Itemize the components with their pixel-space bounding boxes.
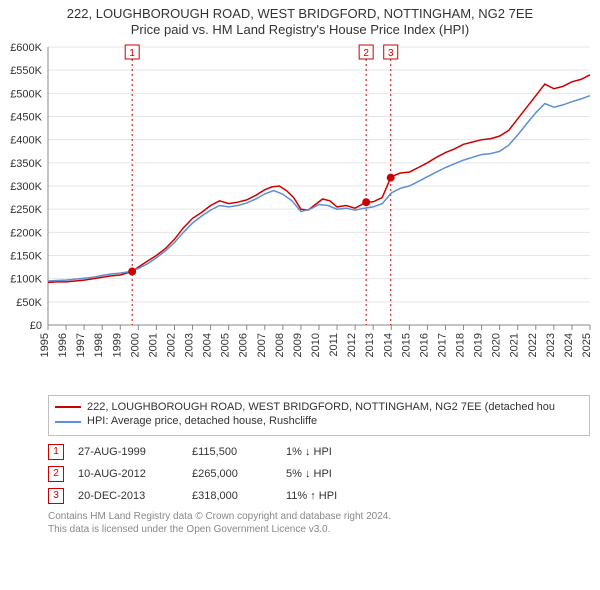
x-tick-label: 2000 bbox=[129, 333, 141, 357]
sale-event-badge: 3 bbox=[48, 488, 64, 504]
footer-line2: This data is licensed under the Open Gov… bbox=[48, 523, 590, 536]
x-tick-label: 2025 bbox=[581, 333, 593, 357]
y-tick-label: £350K bbox=[10, 157, 42, 169]
sale-event-date: 10-AUG-2012 bbox=[78, 468, 178, 480]
x-tick-label: 2011 bbox=[328, 333, 340, 357]
x-tick-label: 2016 bbox=[418, 333, 430, 357]
event-marker-badge-number: 2 bbox=[363, 48, 369, 59]
x-tick-label: 2003 bbox=[184, 333, 196, 357]
x-tick-label: 2008 bbox=[274, 333, 286, 357]
sale-events-table: 1 27-AUG-1999 £115,500 1% ↓ HPI 2 10-AUG-2012… bbox=[48, 444, 590, 504]
x-tick-label: 2017 bbox=[436, 333, 448, 357]
y-tick-label: £300K bbox=[10, 181, 42, 193]
x-tick-label: 1995 bbox=[39, 333, 51, 357]
x-tick-label: 2001 bbox=[147, 333, 159, 357]
legend-label: 222, LOUGHBOROUGH ROAD, WEST BRIDGFORD, … bbox=[87, 400, 555, 415]
x-tick-label: 2009 bbox=[292, 333, 304, 357]
x-tick-label: 2023 bbox=[545, 333, 557, 357]
sale-event-price: £115,500 bbox=[192, 446, 272, 458]
chart-title-line1: 222, LOUGHBOROUGH ROAD, WEST BRIDGFORD, … bbox=[0, 6, 600, 22]
x-tick-label: 2015 bbox=[400, 333, 412, 357]
sale-event-price: £265,000 bbox=[192, 468, 272, 480]
sale-event-date: 27-AUG-1999 bbox=[78, 446, 178, 458]
x-tick-label: 2006 bbox=[238, 333, 250, 357]
legend-item: HPI: Average price, detached house, Rush… bbox=[55, 414, 583, 429]
x-tick-label: 2013 bbox=[364, 333, 376, 357]
sale-event-delta: 5% ↓ HPI bbox=[286, 468, 332, 480]
x-tick-label: 1998 bbox=[93, 333, 105, 357]
event-marker-dot bbox=[128, 267, 136, 275]
x-tick-label: 1999 bbox=[111, 333, 123, 357]
sale-event-row: 1 27-AUG-1999 £115,500 1% ↓ HPI bbox=[48, 444, 590, 460]
x-tick-label: 2010 bbox=[310, 333, 322, 357]
price-chart: £0 £50K £100K £150K £200K £250K £300K £350K £400… bbox=[0, 39, 600, 391]
y-tick-label: £50K bbox=[16, 296, 42, 308]
x-tick-label: 2012 bbox=[346, 333, 358, 357]
y-tick-label: £550K bbox=[10, 65, 42, 77]
x-tick-label: 2014 bbox=[382, 333, 394, 357]
footer-attribution: Contains HM Land Registry data © Crown c… bbox=[48, 510, 590, 536]
sale-event-badge: 2 bbox=[48, 466, 64, 482]
event-marker-dot bbox=[387, 173, 395, 181]
chart-title-block: 222, LOUGHBOROUGH ROAD, WEST BRIDGFORD, … bbox=[0, 0, 600, 39]
x-tick-label: 1996 bbox=[57, 333, 69, 357]
legend-swatch bbox=[55, 406, 81, 408]
x-tick-label: 2002 bbox=[165, 333, 177, 357]
event-marker-dot bbox=[362, 198, 370, 206]
chart-container: £0 £50K £100K £150K £200K £250K £300K £350K £400… bbox=[0, 39, 600, 391]
y-tick-label: £200K bbox=[10, 227, 42, 239]
x-tick-label: 2022 bbox=[527, 333, 539, 357]
x-tick-label: 1997 bbox=[75, 333, 87, 357]
legend-label: HPI: Average price, detached house, Rush… bbox=[87, 414, 317, 429]
event-marker-badge-number: 1 bbox=[129, 48, 135, 59]
x-tick-label: 2004 bbox=[202, 333, 214, 357]
y-tick-label: £400K bbox=[10, 134, 42, 146]
sale-event-date: 20-DEC-2013 bbox=[78, 490, 178, 502]
y-tick-label: £150K bbox=[10, 250, 42, 262]
y-tick-label: £450K bbox=[10, 111, 42, 123]
y-tick-label: £600K bbox=[10, 42, 42, 54]
y-tick-label: £100K bbox=[10, 273, 42, 285]
sale-event-row: 3 20-DEC-2013 £318,000 11% ↑ HPI bbox=[48, 488, 590, 504]
series-property bbox=[48, 74, 590, 282]
x-tick-label: 2007 bbox=[256, 333, 268, 357]
legend-swatch bbox=[55, 421, 81, 423]
y-tick-label: £250K bbox=[10, 204, 42, 216]
x-tick-label: 2021 bbox=[509, 333, 521, 357]
x-tick-label: 2024 bbox=[563, 333, 575, 357]
y-tick-label: £500K bbox=[10, 88, 42, 100]
footer-line1: Contains HM Land Registry data © Crown c… bbox=[48, 510, 590, 523]
sale-event-row: 2 10-AUG-2012 £265,000 5% ↓ HPI bbox=[48, 466, 590, 482]
x-tick-label: 2005 bbox=[220, 333, 232, 357]
series-hpi bbox=[48, 95, 590, 280]
chart-title-line2: Price paid vs. HM Land Registry's House … bbox=[0, 22, 600, 38]
legend-item: 222, LOUGHBOROUGH ROAD, WEST BRIDGFORD, … bbox=[55, 400, 583, 415]
sale-event-price: £318,000 bbox=[192, 490, 272, 502]
legend: 222, LOUGHBOROUGH ROAD, WEST BRIDGFORD, … bbox=[48, 395, 590, 437]
y-tick-label: £0 bbox=[30, 320, 42, 332]
x-tick-label: 2019 bbox=[473, 333, 485, 357]
sale-event-badge: 1 bbox=[48, 444, 64, 460]
sale-event-delta: 1% ↓ HPI bbox=[286, 446, 332, 458]
x-tick-label: 2020 bbox=[491, 332, 503, 356]
sale-event-delta: 11% ↑ HPI bbox=[286, 490, 337, 502]
x-tick-label: 2018 bbox=[455, 333, 467, 357]
event-marker-badge-number: 3 bbox=[388, 48, 394, 59]
